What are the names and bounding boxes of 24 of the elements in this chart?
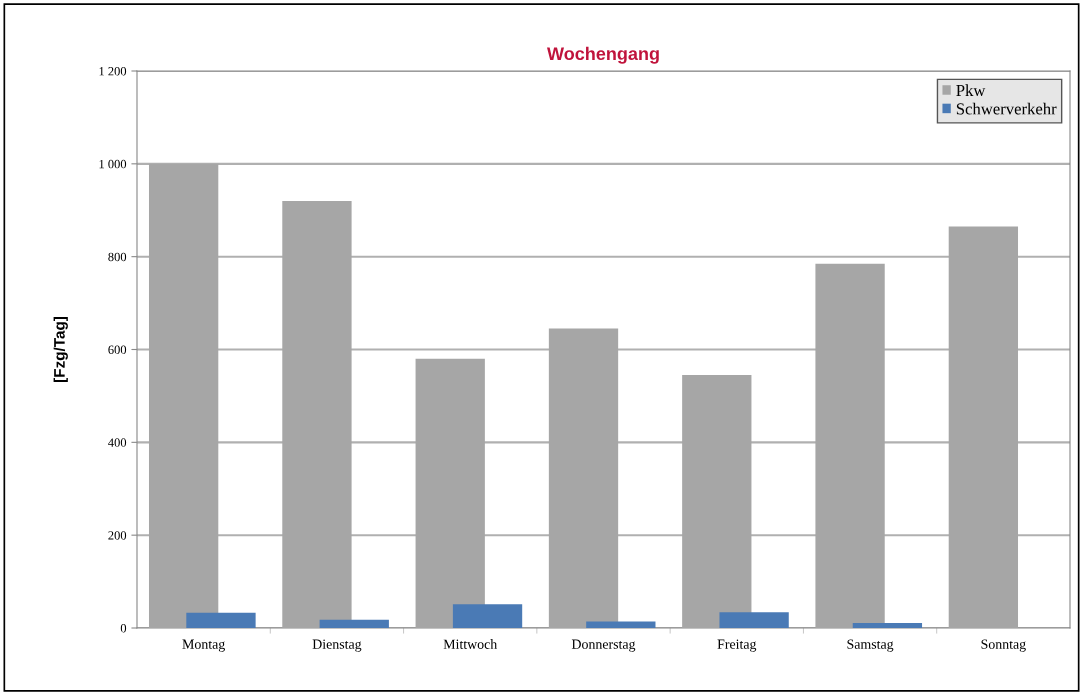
bar bbox=[586, 621, 656, 628]
x-tick-label: Sonntag bbox=[981, 639, 1026, 652]
x-tick-label: Samstag bbox=[847, 639, 894, 652]
x-tick-label: Montag bbox=[182, 639, 225, 652]
y-tick-label: 400 bbox=[108, 438, 127, 447]
y-tick-label: 600 bbox=[108, 345, 127, 354]
bar bbox=[852, 622, 923, 628]
y-tick-label: 1 200 bbox=[99, 67, 127, 76]
x-tick-label: Donnerstag bbox=[571, 639, 636, 652]
bar bbox=[186, 612, 256, 628]
x-tick-label: Dienstag bbox=[312, 639, 362, 652]
bar bbox=[319, 619, 389, 628]
x-tick-label: Freitag bbox=[717, 639, 757, 652]
x-tick-label: Mittwoch bbox=[443, 639, 498, 649]
bar bbox=[719, 612, 789, 628]
y-tick-label: 1 000 bbox=[99, 159, 127, 169]
y-tick-label: 800 bbox=[108, 252, 127, 262]
y-tick-label: 0 bbox=[120, 624, 127, 633]
y-axis-title: [Fzg/Tag] bbox=[53, 316, 68, 383]
chart-title: Wochengang bbox=[547, 46, 659, 64]
y-tick-label: 200 bbox=[108, 531, 127, 540]
legend-label: Pkw bbox=[956, 84, 986, 97]
bar bbox=[452, 604, 523, 628]
legend-label: Schwerverkehr bbox=[956, 102, 1057, 115]
